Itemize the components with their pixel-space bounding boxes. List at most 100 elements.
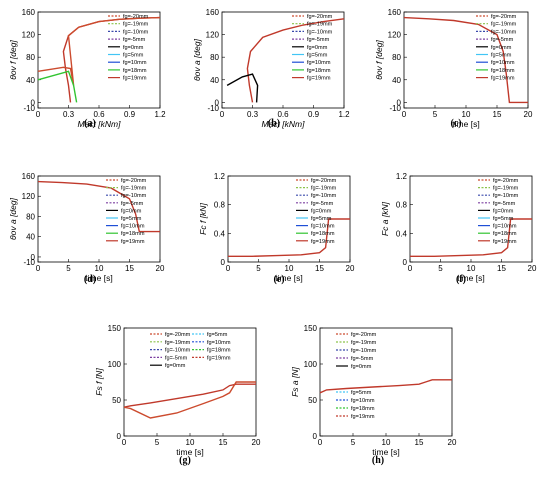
y-tick-label: -10: [23, 104, 35, 113]
y-tick-label: 120: [22, 192, 36, 201]
x-tick-label: 15: [493, 110, 502, 119]
legend-h-top: fg=-20mm fg=-19mm fg=-10mm fg=-5mm fg=0mm: [336, 332, 377, 370]
legend-label: fg=19mm: [207, 355, 231, 361]
legend-label: fg=5mm: [207, 332, 228, 338]
legend-label: fg=-5mm: [311, 201, 334, 207]
legend-label: fg=-10mm: [493, 193, 519, 199]
y-tick-label: 120: [206, 31, 220, 40]
y-axis-label: Fs f [N]: [94, 368, 104, 396]
legend-label: fg=-19mm: [311, 186, 337, 192]
legend-label: fg=0mm: [491, 45, 512, 51]
x-tick-label: 10: [285, 264, 294, 273]
x-axis-label: time [s]: [176, 447, 203, 457]
legend-label: fg=19mm: [493, 239, 517, 245]
legend-label: fg=-20mm: [123, 14, 149, 20]
chart-panel-e: 0 5 10 15 20 0 0.4 0.8 1.2 time [s] Fc f [kN] (e): [198, 172, 355, 285]
legend-label: fg=-10mm: [311, 193, 337, 199]
y-tick-label: 120: [388, 31, 402, 40]
y-axis-label: θov f [deg]: [8, 40, 18, 80]
legend-label: fg=19mm: [121, 239, 145, 245]
y-tick-label: 160: [22, 8, 36, 17]
x-tick-label: 5: [66, 264, 71, 273]
legend-label: fg=0mm: [121, 208, 142, 214]
x-tick-label: 0: [36, 264, 41, 273]
legend-label: fg=18mm: [123, 68, 147, 74]
series-line: [226, 73, 259, 103]
legend-label: fg=18mm: [491, 68, 515, 74]
legend-label: fg=5mm: [311, 216, 332, 222]
x-tick-label: 0: [122, 438, 127, 447]
x-tick-label: 20: [448, 438, 457, 447]
series-line: [37, 180, 160, 233]
y-tick-label: 80: [210, 53, 219, 62]
legend-label: fg=5mm: [493, 216, 514, 222]
x-tick-label: 0.6: [277, 110, 289, 119]
x-axis-label: Mact [kNm]: [262, 119, 306, 129]
series-line: [246, 18, 345, 103]
legend-label: fg=18mm: [493, 231, 517, 237]
legend-label: fg=-5mm: [351, 356, 374, 362]
y-tick-label: 0.4: [214, 229, 226, 238]
x-tick-label: 10: [467, 264, 476, 273]
legend-label: fg=19mm: [351, 414, 375, 420]
legend-label: fg=-5mm: [491, 37, 514, 43]
legend-label: fg=-19mm: [121, 186, 147, 192]
y-tick-label: 40: [210, 76, 219, 85]
y-tick-label: 150: [304, 324, 318, 333]
legend-label: fg=18mm: [207, 348, 231, 354]
y-tick-label: 0: [403, 258, 408, 267]
legend-label: fg=10mm: [493, 224, 517, 230]
legend-label: fg=0mm: [493, 208, 514, 214]
x-tick-label: 0.9: [124, 110, 136, 119]
legend-label: fg=19mm: [307, 76, 331, 82]
x-tick-label: 0: [36, 110, 41, 119]
x-tick-label: 0: [402, 110, 407, 119]
series-line: [410, 218, 532, 257]
legend-label: fg=0mm: [165, 363, 186, 369]
legend-label: fg=-20mm: [165, 332, 191, 338]
chart-panel-g: 0 5 10 15 20 0 50 100 150 time [s] Fs f [N] (g): [94, 324, 261, 466]
series-line: [228, 218, 350, 257]
y-tick-label: 80: [392, 53, 401, 62]
chart-panel-a: 0 0.3 0.6 0.9 1.2 -100 40 80 120 160 Mact [kNm] θov…: [8, 8, 166, 129]
y-axis-label: θov a [deg]: [192, 38, 202, 81]
legend-label: fg=-5mm: [307, 37, 330, 43]
legend-label: fg=5mm: [307, 53, 328, 59]
legend-label: fg=-20mm: [493, 178, 519, 184]
x-tick-label: 0.9: [308, 110, 320, 119]
series-line: [319, 379, 452, 394]
legend-label: fg=-10mm: [351, 348, 377, 354]
legend-label: fg=-10mm: [307, 29, 333, 35]
legend-label: fg=5mm: [123, 53, 144, 59]
x-tick-label: 5: [351, 438, 356, 447]
x-tick-label: 15: [497, 264, 506, 273]
legend-label: fg=18mm: [121, 231, 145, 237]
legend-label: fg=-19mm: [123, 22, 149, 28]
y-tick-label: 0: [31, 98, 36, 107]
y-tick-label: 150: [108, 324, 122, 333]
x-tick-label: 20: [252, 438, 261, 447]
y-tick-label: 0.8: [214, 201, 226, 210]
y-tick-label: 80: [26, 212, 35, 221]
y-tick-label: 160: [388, 8, 402, 17]
y-tick-label: 0.8: [396, 201, 408, 210]
x-tick-label: 15: [415, 438, 424, 447]
y-tick-label: 100: [108, 360, 122, 369]
chart-panel-h: 0 5 10 15 20 0 50 100 150 time [s] Fs a [N] (h): [290, 324, 457, 466]
legend-label: fg=0mm: [311, 208, 332, 214]
y-axis-label: Fc f [kN]: [198, 203, 208, 235]
y-tick-label: -10: [389, 104, 401, 113]
y-tick-label: 160: [22, 172, 36, 181]
y-axis-label: Fs a [N]: [290, 366, 300, 396]
x-tick-label: 20: [528, 264, 537, 273]
y-tick-label: 160: [206, 8, 220, 17]
panel-tag: (f): [456, 274, 466, 285]
y-tick-label: 0: [221, 258, 226, 267]
series-line: [37, 70, 78, 103]
